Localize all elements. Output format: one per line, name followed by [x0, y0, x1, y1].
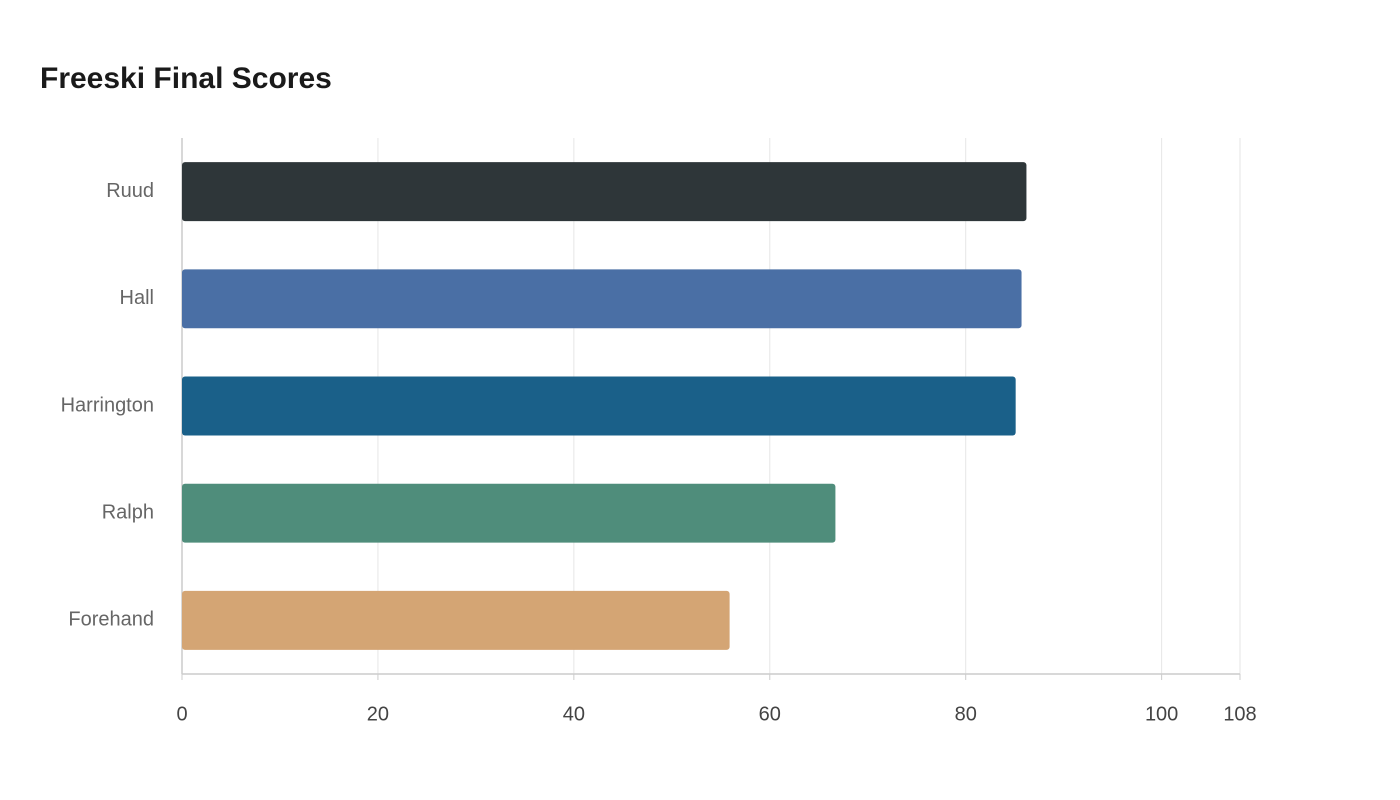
x-tick-label: 20 [367, 703, 389, 725]
x-tick-label: 108 [1223, 703, 1256, 725]
bar [182, 269, 1022, 329]
bar [182, 590, 730, 650]
bar [182, 376, 1016, 436]
x-tick-label: 80 [955, 703, 977, 725]
y-tick-label: Forehand [68, 609, 154, 631]
y-tick-label: Ruud [106, 180, 154, 202]
bar [182, 483, 836, 543]
x-tick-label: 40 [563, 703, 585, 725]
x-tick-label: 0 [176, 703, 187, 725]
y-tick-label: Ralph [102, 501, 154, 523]
chart-title: Freeski Final Scores [40, 62, 332, 95]
x-tick-label: 60 [759, 703, 781, 725]
x-tick-label: 100 [1145, 703, 1178, 725]
y-tick-label: Hall [120, 287, 154, 309]
bar [182, 162, 1027, 222]
y-tick-label: Harrington [61, 394, 154, 416]
